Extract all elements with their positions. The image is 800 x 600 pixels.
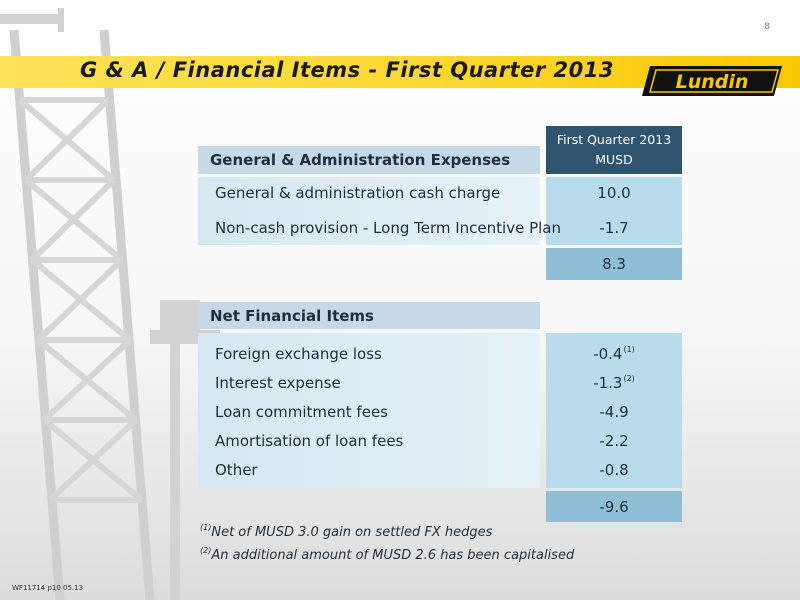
ga-row-label: Non-cash provision - Long Term Incentive… — [215, 219, 561, 237]
footer-code: WF11714 p10 05.13 — [12, 584, 84, 592]
fin-row-value: -1.3(2) — [546, 374, 682, 392]
footnote-marker: (1) — [623, 345, 635, 354]
fin-row-label: Interest expense — [215, 374, 341, 392]
fin-row-label: Foreign exchange loss — [215, 345, 382, 363]
page-number: 8 — [764, 22, 770, 32]
footnote-text: Net of MUSD 3.0 gain on settled FX hedge… — [211, 525, 493, 540]
ga-row-label: General & administration cash charge — [215, 184, 501, 202]
fin-row-label: Loan commitment fees — [215, 403, 388, 421]
ga-label-panel — [198, 177, 540, 245]
fin-value-panel — [546, 333, 682, 488]
ga-total: 8.3 — [546, 248, 682, 280]
column-header-period: First Quarter 2013 — [556, 132, 672, 147]
fin-row-value: -0.4(1) — [546, 345, 682, 363]
logo-wordmark: Lundin — [676, 71, 749, 93]
lundin-logo: Lundin — [642, 66, 782, 96]
fin-value-number: -1.3 — [593, 374, 623, 392]
fin-label-panel — [198, 333, 540, 488]
footnote-marker: (2) — [200, 546, 212, 555]
fin-row-label: Amortisation of loan fees — [215, 432, 404, 450]
footnote: (2)An additional amount of MUSD 2.6 has … — [200, 546, 574, 563]
fin-section-header: Net Financial Items — [198, 302, 540, 329]
footnote-text: An additional amount of MUSD 2.6 has bee… — [211, 548, 575, 563]
fin-value-number: -0.4 — [593, 345, 623, 363]
footnote-marker: (1) — [200, 523, 212, 532]
ga-section-header: General & Administration Expenses — [198, 146, 540, 174]
footnote-marker: (2) — [623, 374, 635, 383]
fin-row-value: -0.8 — [599, 461, 629, 479]
ga-row-value: -1.7 — [599, 219, 629, 237]
footnote: (1)Net of MUSD 3.0 gain on settled FX he… — [200, 523, 492, 540]
oil-rig-silhouette — [0, 8, 220, 600]
fin-row-label: Other — [215, 461, 258, 479]
column-header-unit: MUSD — [595, 152, 633, 167]
fin-row-value: -4.9 — [599, 403, 629, 421]
fin-total: -9.6 — [546, 491, 682, 522]
fin-row-value: -2.2 — [599, 432, 629, 450]
slide-title: G & A / Financial Items - First Quarter … — [80, 58, 614, 82]
column-header: First Quarter 2013 MUSD — [546, 126, 682, 174]
ga-value-panel — [546, 177, 682, 245]
ga-row-value: 10.0 — [597, 184, 631, 202]
